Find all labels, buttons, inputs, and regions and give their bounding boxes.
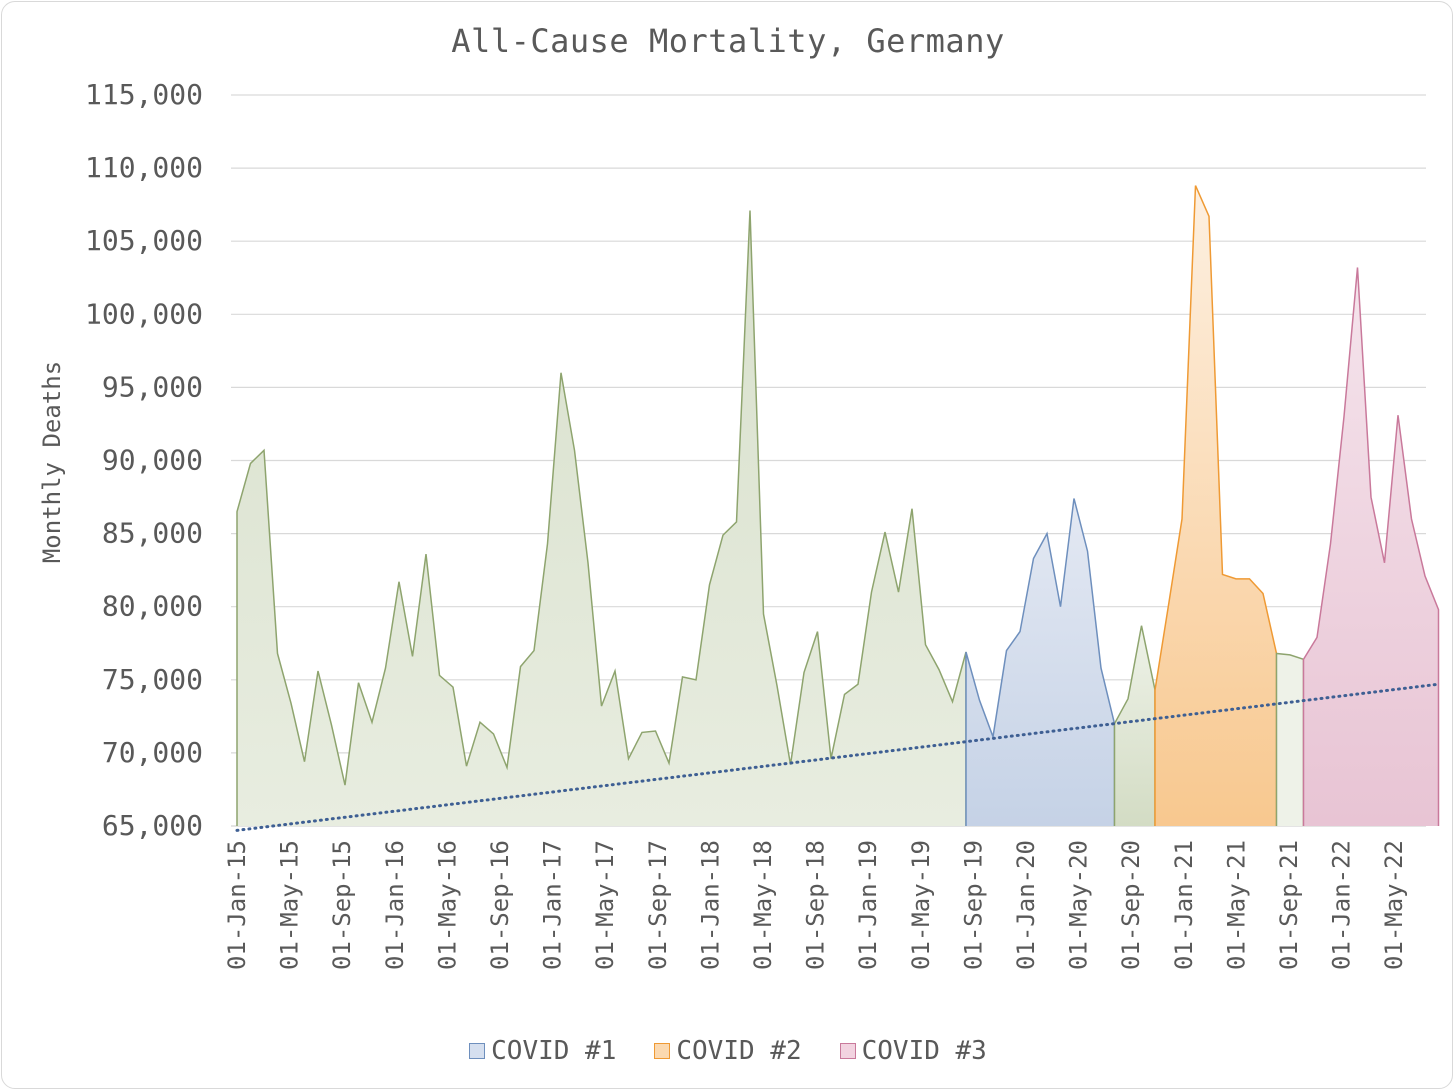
x-tick-label: 01-Jan-20 — [1012, 840, 1040, 970]
legend-swatch — [839, 1043, 856, 1059]
x-tick-label: 01-Sep-17 — [644, 840, 672, 970]
legend-item: COVID #1 — [469, 1036, 616, 1066]
x-tick-label: 01-Jan-19 — [854, 840, 882, 970]
x-tick-label: 01-Sep-15 — [328, 840, 356, 970]
area-baseline-0 — [237, 210, 966, 826]
y-tick-label: 90,000 — [102, 444, 203, 477]
x-tick-label: 01-Jan-17 — [539, 840, 567, 970]
x-tick-label: 01-Jan-18 — [696, 840, 724, 970]
legend-swatch — [469, 1043, 486, 1059]
chart-legend: COVID #1 COVID #2 COVID #3 — [0, 1036, 1456, 1066]
area-covid-3-line — [1302, 267, 1440, 826]
area-covid-2-line — [1154, 185, 1278, 826]
trendline — [235, 682, 1440, 832]
area-covid-3 — [1303, 267, 1439, 826]
legend-item: COVID #2 — [654, 1036, 802, 1066]
x-tick-label: 01-Jan-16 — [381, 840, 409, 970]
y-tick-label: 80,000 — [102, 590, 203, 623]
y-tick-label: 95,000 — [102, 370, 203, 403]
area-baseline-0-line — [236, 210, 967, 826]
x-tick-label: 01-May-21 — [1222, 840, 1250, 970]
y-tick-label: 100,000 — [85, 297, 203, 330]
x-tick-label: 01-Sep-16 — [486, 840, 514, 970]
y-tick-label: 75,000 — [102, 663, 203, 696]
x-tick-label: 01-May-20 — [1065, 840, 1093, 970]
x-tick-label: 01-Sep-18 — [802, 840, 830, 970]
legend-item: COVID #3 — [839, 1036, 987, 1066]
x-tick-label: 01-Jan-21 — [1170, 840, 1198, 970]
legend-label: COVID #1 — [491, 1036, 617, 1066]
chart-title: All-Cause Mortality, Germany — [451, 22, 1005, 60]
y-tick-label: 85,000 — [102, 517, 203, 550]
x-tick-label: 01-May-15 — [276, 840, 304, 970]
y-tick-label: 70,000 — [102, 736, 203, 769]
x-tick-label: 01-Jan-15 — [223, 840, 251, 970]
x-tick-label: 01-Sep-20 — [1117, 840, 1145, 970]
y-tick-label: 65,000 — [102, 809, 203, 842]
y-tick-label: 105,000 — [85, 224, 203, 257]
x-tick-label: 01-May-19 — [907, 840, 935, 970]
x-tick-label: 01-Jan-22 — [1328, 840, 1356, 970]
area-baseline-2 — [1114, 625, 1155, 826]
x-tick-label: 01-Sep-19 — [959, 840, 987, 970]
y-tick-label: 115,000 — [85, 78, 203, 111]
x-tick-label: 01-May-16 — [433, 840, 461, 970]
legend-label: COVID #2 — [676, 1036, 802, 1066]
area-covid-2 — [1155, 185, 1277, 827]
area-covid-1-line — [965, 498, 1116, 826]
area-baseline-4 — [1276, 653, 1304, 826]
legend-swatch — [654, 1043, 671, 1059]
y-tick-label: 110,000 — [85, 151, 203, 184]
x-tick-label: 01-Sep-21 — [1275, 840, 1303, 970]
x-tick-label: 01-May-22 — [1380, 840, 1408, 970]
x-tick-label: 01-May-18 — [749, 840, 777, 970]
legend-label: COVID #3 — [861, 1036, 987, 1066]
x-tick-label: 01-May-17 — [591, 840, 619, 970]
area-covid-1 — [966, 498, 1115, 826]
